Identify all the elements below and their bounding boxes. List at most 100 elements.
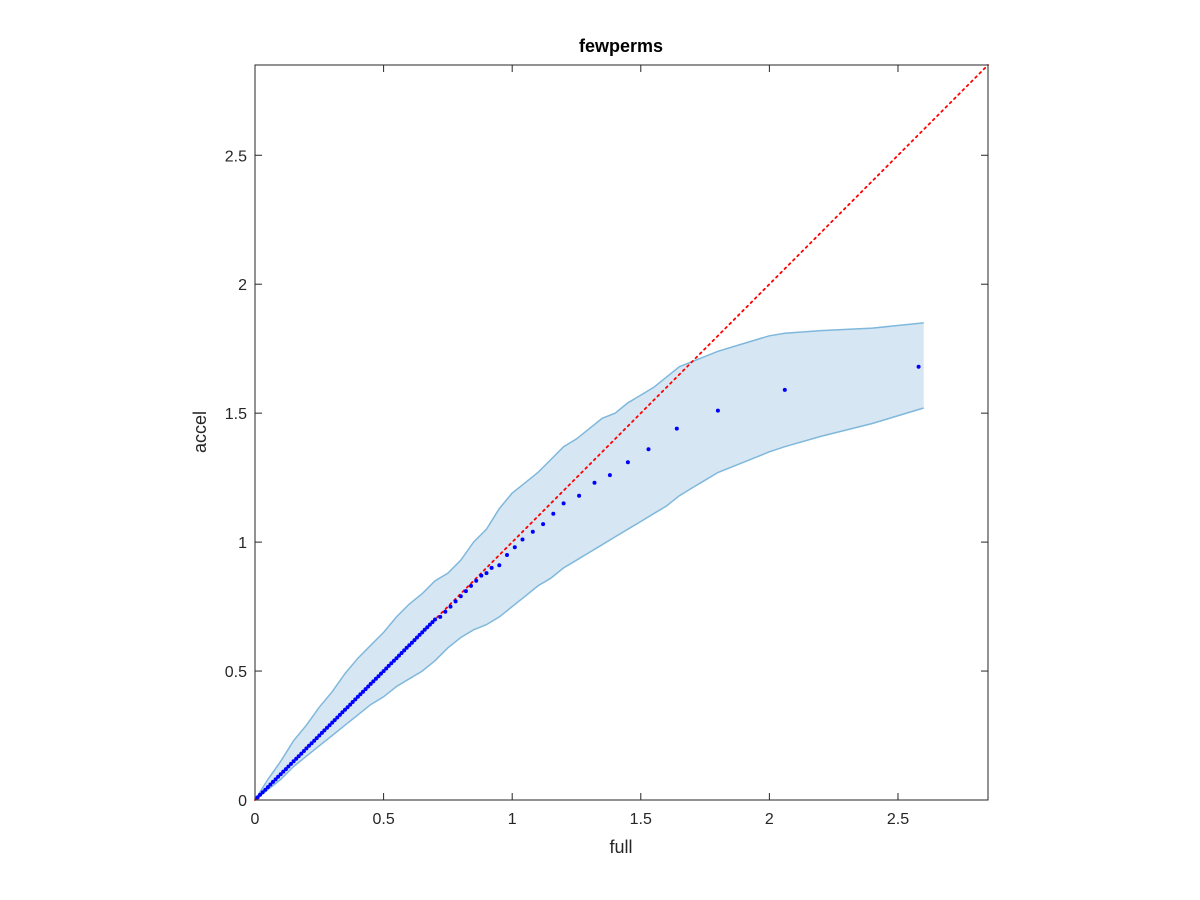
- data-point: [397, 653, 401, 658]
- x-tick-label: 1: [508, 811, 517, 828]
- data-point: [530, 529, 535, 534]
- y-axis-label: accel: [190, 411, 210, 453]
- data-point: [376, 674, 381, 679]
- data-point: [415, 635, 419, 640]
- data-point: [404, 645, 409, 650]
- data-point: [674, 426, 679, 431]
- data-point: [381, 669, 386, 674]
- data-point: [319, 730, 324, 735]
- data-point: [782, 387, 787, 392]
- x-tick-label: 2: [765, 811, 774, 828]
- y-tick-label: 2.5: [225, 148, 247, 165]
- reference-line: [254, 64, 989, 801]
- data-point: [265, 785, 270, 790]
- data-point: [263, 787, 268, 792]
- x-tick-label: 2.5: [887, 811, 909, 828]
- data-point: [332, 718, 337, 723]
- data-point: [371, 679, 376, 684]
- data-point: [278, 772, 283, 777]
- data-point: [389, 661, 394, 666]
- data-point: [386, 663, 391, 668]
- band-upper-edge: [254, 322, 924, 801]
- data-point: [417, 632, 422, 637]
- y-tick-label: 1: [238, 535, 247, 552]
- y-tick-label: 0: [238, 793, 247, 810]
- data-point: [350, 700, 355, 704]
- data-point: [361, 689, 365, 694]
- data-point: [427, 622, 432, 627]
- data-point: [358, 692, 363, 697]
- data-point: [379, 671, 383, 676]
- data-point: [391, 658, 396, 663]
- data-point: [289, 761, 293, 766]
- data-point: [307, 743, 311, 748]
- data-point: [443, 609, 448, 614]
- reference-line-group: [254, 64, 989, 801]
- data-point: [271, 779, 275, 784]
- data-point: [286, 764, 291, 769]
- data-point: [715, 408, 720, 413]
- data-point: [330, 720, 335, 725]
- data-point: [505, 553, 509, 557]
- data-point: [551, 511, 556, 516]
- data-point: [469, 583, 473, 588]
- data-point: [438, 614, 443, 619]
- data-point: [283, 767, 288, 772]
- data-point: [343, 707, 347, 712]
- data-point: [489, 565, 494, 570]
- data-point: [592, 480, 597, 485]
- data-point: [407, 643, 412, 648]
- data-point: [412, 638, 417, 643]
- data-point: [299, 751, 304, 756]
- data-point: [276, 774, 281, 779]
- x-tick-label: 0.5: [372, 811, 394, 828]
- data-point: [335, 715, 340, 720]
- data-point: [399, 651, 404, 655]
- data-point: [448, 604, 453, 609]
- data-point: [348, 702, 353, 707]
- data-point: [520, 537, 525, 542]
- data-point: [541, 522, 546, 527]
- y-axis-ticks: 0 0.5 1 1.5 2 2.5: [225, 148, 988, 810]
- x-tick-label: 0: [251, 811, 260, 828]
- data-point: [433, 617, 437, 622]
- data-point: [474, 578, 479, 583]
- data-point: [422, 627, 427, 632]
- data-point: [646, 447, 651, 452]
- data-point: [325, 725, 329, 730]
- chart-title: fewperms: [579, 36, 663, 56]
- data-point: [368, 681, 373, 686]
- data-points: [255, 364, 921, 800]
- data-point: [260, 790, 265, 795]
- data-point: [327, 723, 332, 728]
- y-tick-label: 1.5: [225, 406, 247, 423]
- data-point: [409, 640, 414, 645]
- band-fill: [255, 322, 924, 800]
- data-point: [366, 684, 371, 689]
- x-axis-label: full: [609, 837, 632, 857]
- data-point: [625, 460, 630, 465]
- axes: [254, 64, 989, 801]
- x-axis-ticks: 0 0.5 1 1.5 2 2.5: [251, 65, 909, 828]
- data-point: [296, 754, 301, 759]
- data-point: [309, 741, 314, 746]
- data-point: [497, 563, 502, 568]
- data-point: [301, 749, 306, 753]
- data-point: [577, 493, 582, 498]
- data-point: [394, 656, 399, 661]
- data-point: [304, 746, 309, 751]
- data-point: [294, 756, 299, 761]
- data-point: [512, 545, 517, 550]
- data-point: [268, 782, 273, 787]
- data-point: [281, 769, 286, 774]
- data-point: [314, 736, 319, 741]
- y-tick-label: 2: [238, 277, 247, 294]
- data-point: [402, 648, 407, 653]
- confidence-band: [254, 322, 924, 801]
- data-point: [425, 625, 430, 630]
- data-point: [458, 594, 463, 599]
- data-point: [484, 571, 489, 576]
- data-point: [607, 473, 612, 478]
- data-point: [430, 620, 435, 625]
